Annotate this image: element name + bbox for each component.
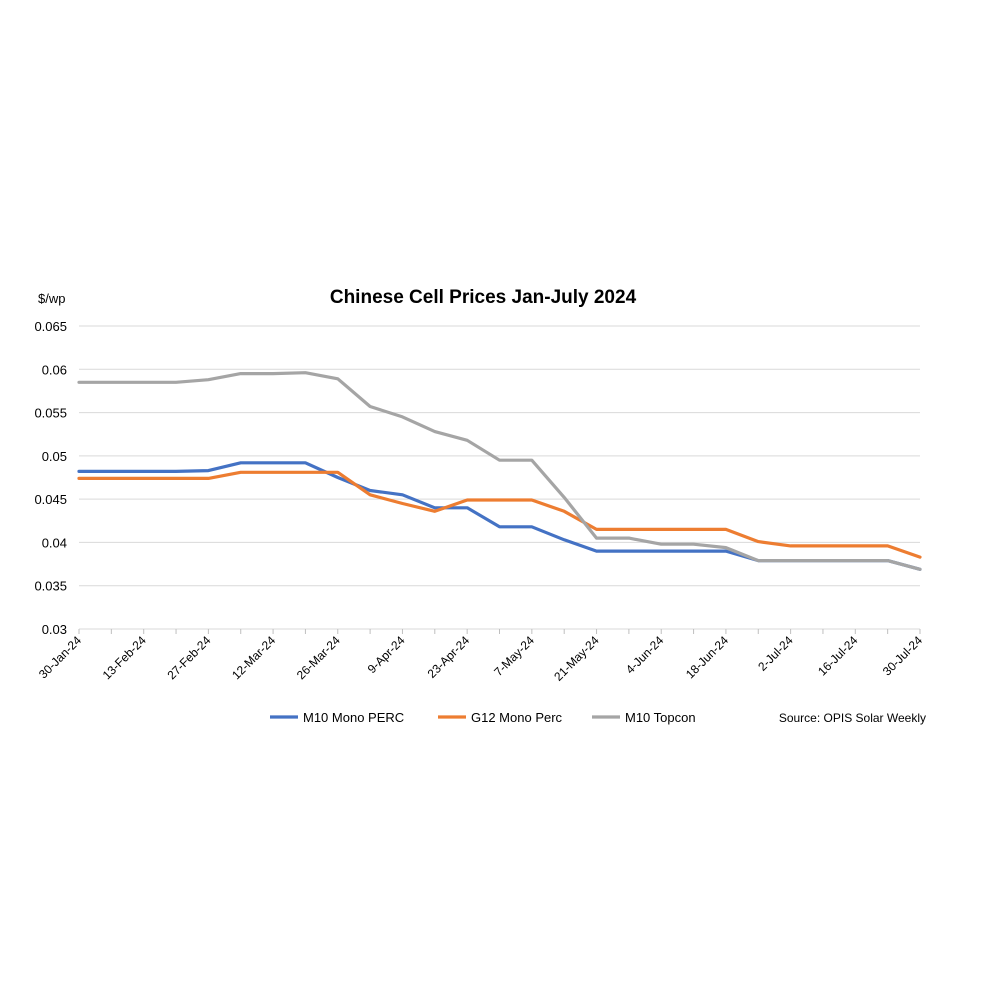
x-axis-tick-labels: 30-Jan-24 13-Feb-24 27-Feb-24 12-Mar-24 26-M… <box>36 629 925 684</box>
x-tick-label: 2-Jul-24 <box>755 633 796 674</box>
y-tick-label: 0.035 <box>34 579 67 594</box>
x-tick-label: 7-May-24 <box>491 633 537 679</box>
legend-label: M10 Mono PERC <box>303 710 404 725</box>
x-tick-label: 23-Apr-24 <box>425 633 473 681</box>
legend-label: M10 Topcon <box>625 710 696 725</box>
legend: M10 Mono PERC G12 Mono Perc M10 Topcon <box>270 710 696 725</box>
x-tick-label: 30-Jan-24 <box>36 633 84 681</box>
series-lines <box>77 371 922 571</box>
x-tick-label: 16-Jul-24 <box>815 633 861 679</box>
y-tick-label: 0.05 <box>42 449 67 464</box>
y-tick-label: 0.055 <box>34 406 67 421</box>
y-tick-label: 0.04 <box>42 535 67 550</box>
y-tick-label: 0.045 <box>34 492 67 507</box>
source-note: Source: OPIS Solar Weekly <box>779 711 926 725</box>
x-tick-label: 18-Jun-24 <box>683 633 731 681</box>
x-tick-label: 30-Jul-24 <box>880 633 926 679</box>
gridlines <box>79 325 920 630</box>
x-tick-label: 26-Mar-24 <box>294 633 343 682</box>
x-tick-label: 27-Feb-24 <box>164 633 213 682</box>
x-tick-label: 13-Feb-24 <box>100 633 149 682</box>
x-tick-label: 4-Jun-24 <box>623 633 667 677</box>
series-line-2 <box>77 371 922 571</box>
series-line-1 <box>77 470 922 559</box>
y-tick-label: 0.03 <box>42 622 67 637</box>
legend-label: G12 Mono Perc <box>471 710 563 725</box>
y-axis-unit-label: $/wp <box>38 291 65 306</box>
y-axis-tick-labels: 0.03 0.035 0.04 0.045 0.05 0.055 0.06 0.065 <box>34 319 67 637</box>
x-tick-label: 12-Mar-24 <box>229 633 278 682</box>
y-tick-label: 0.065 <box>34 319 67 334</box>
y-tick-label: 0.06 <box>42 362 67 377</box>
x-tick-label: 9-Apr-24 <box>365 633 408 676</box>
x-tick-label: 21-May-24 <box>551 633 602 684</box>
chart-title: Chinese Cell Prices Jan-July 2024 <box>330 287 637 308</box>
